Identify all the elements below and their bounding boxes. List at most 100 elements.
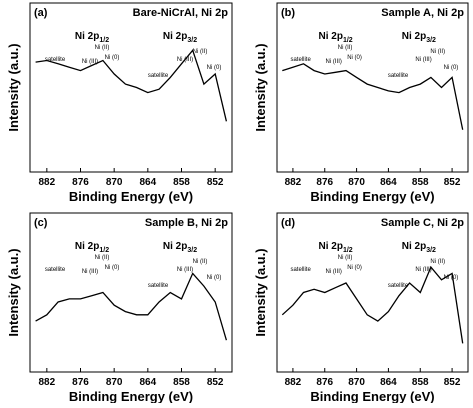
peak-name: Ni 2p <box>75 31 99 42</box>
y-axis-label: Intensity (a.u.) <box>6 43 21 131</box>
peak-annotation: Ni (III) <box>177 267 193 273</box>
x-tick-label: 858 <box>412 177 429 188</box>
spectrum <box>281 265 464 344</box>
x-tick-label: 864 <box>139 177 156 188</box>
peak-label: Ni 2p3/2 <box>163 241 197 254</box>
peak-annotation: satellite <box>45 57 66 63</box>
peak-annotation: satellite <box>45 267 66 273</box>
x-axis-label: Binding Energy (eV) <box>310 189 434 204</box>
peak-subscript: 3/2 <box>426 37 436 44</box>
peak-annotation: Ni (0) <box>207 275 222 281</box>
peak-annotation: Ni (0) <box>207 65 222 71</box>
peak-subscript: 1/2 <box>343 37 353 44</box>
peak-subscript: 3/2 <box>426 247 436 254</box>
peak-subscript: 1/2 <box>99 247 109 254</box>
peak-label: Ni 2p1/2 <box>319 241 353 254</box>
x-tick-label: 858 <box>173 377 190 388</box>
peak-annotation: satellite <box>148 73 169 79</box>
x-tick-label: 870 <box>348 177 365 188</box>
x-tick-label: 858 <box>173 177 190 188</box>
y-axis-label: Intensity (a.u.) <box>253 248 268 336</box>
y-axis-label: Intensity (a.u.) <box>253 43 268 131</box>
x-tick-label: 852 <box>207 177 224 188</box>
peak-label: Ni 2p1/2 <box>75 241 109 254</box>
peak-subscript: 1/2 <box>99 37 109 44</box>
panel-label: (d) <box>281 217 295 229</box>
peak-annotation: Ni (II) <box>338 45 353 51</box>
panel-title: Sample C, Ni 2p <box>381 217 464 229</box>
peak-annotation: Ni (0) <box>105 55 120 61</box>
spectrum <box>35 48 228 122</box>
peak-annotation: Ni (0) <box>444 65 459 71</box>
x-tick-label: 864 <box>380 377 397 388</box>
panel-title: Bare-NiCrAl, Ni 2p <box>133 7 229 19</box>
peak-subscript: 3/2 <box>187 37 197 44</box>
peak-annotation: satellite <box>290 57 311 63</box>
peak-label: Ni 2p3/2 <box>402 31 436 44</box>
peak-annotation: Ni (III) <box>82 269 98 275</box>
peak-label: Ni 2p1/2 <box>75 31 109 44</box>
x-tick-label: 876 <box>316 177 333 188</box>
peak-annotation: Ni (II) <box>193 259 208 265</box>
x-axis-label: Binding Energy (eV) <box>69 189 193 204</box>
peak-annotation: Ni (III) <box>326 59 342 65</box>
x-axis-label: Binding Energy (eV) <box>310 389 434 403</box>
peak-annotation: Ni (II) <box>338 255 353 261</box>
plot-frame <box>29 212 233 373</box>
spectrum <box>282 63 464 130</box>
peak-annotation: Ni (0) <box>105 265 120 271</box>
peak-name: Ni 2p <box>402 241 426 252</box>
peak-annotation: satellite <box>388 283 409 289</box>
panel-label: (c) <box>34 217 48 229</box>
peak-annotation: Ni (II) <box>95 255 110 261</box>
peak-annotation: Ni (0) <box>347 55 362 61</box>
peak-label: Ni 2p1/2 <box>319 31 353 44</box>
peak-annotation: Ni (II) <box>193 49 208 55</box>
peak-annotation: Ni (II) <box>430 259 445 265</box>
x-tick-label: 876 <box>316 377 333 388</box>
peak-annotation: satellite <box>148 283 169 289</box>
peak-name: Ni 2p <box>163 31 187 42</box>
x-tick-label: 852 <box>207 377 224 388</box>
peak-label: Ni 2p3/2 <box>163 31 197 44</box>
x-tick-label: 852 <box>444 177 461 188</box>
x-tick-label: 858 <box>412 377 429 388</box>
peak-annotation: Ni (II) <box>95 45 110 51</box>
panel-label: (b) <box>281 7 295 19</box>
peak-annotation: satellite <box>290 267 311 273</box>
panel-title: Sample A, Ni 2p <box>381 7 464 19</box>
peak-annotation: Ni (0) <box>444 275 459 281</box>
peak-annotation: Ni (III) <box>177 57 193 63</box>
x-tick-label: 882 <box>285 177 302 188</box>
panel-label: (a) <box>34 7 48 19</box>
peak-name: Ni 2p <box>319 31 343 42</box>
x-tick-label: 882 <box>38 377 55 388</box>
x-tick-label: 852 <box>444 377 461 388</box>
panel-title: Sample B, Ni 2p <box>145 217 228 229</box>
x-tick-label: 882 <box>285 377 302 388</box>
x-tick-label: 870 <box>106 177 123 188</box>
plot-frame <box>276 212 469 373</box>
peak-subscript: 1/2 <box>343 247 353 254</box>
plot-frame <box>29 2 233 173</box>
peak-annotation: Ni (III) <box>415 267 431 273</box>
peak-name: Ni 2p <box>75 241 99 252</box>
spectrum <box>35 272 228 341</box>
x-tick-label: 870 <box>348 377 365 388</box>
peak-annotation: Ni (III) <box>415 57 431 63</box>
peak-name: Ni 2p <box>402 31 426 42</box>
peak-name: Ni 2p <box>163 241 187 252</box>
peak-annotation: Ni (III) <box>82 59 98 65</box>
peak-name: Ni 2p <box>319 241 343 252</box>
peak-annotation: Ni (III) <box>326 269 342 275</box>
peak-annotation: Ni (0) <box>347 265 362 271</box>
peak-annotation: satellite <box>388 73 409 79</box>
x-tick-label: 882 <box>38 177 55 188</box>
x-tick-label: 864 <box>380 177 397 188</box>
peak-annotation: Ni (II) <box>430 49 445 55</box>
plot-frame <box>276 2 469 173</box>
x-axis-label: Binding Energy (eV) <box>69 389 193 403</box>
x-tick-label: 876 <box>72 177 89 188</box>
peak-subscript: 3/2 <box>187 247 197 254</box>
